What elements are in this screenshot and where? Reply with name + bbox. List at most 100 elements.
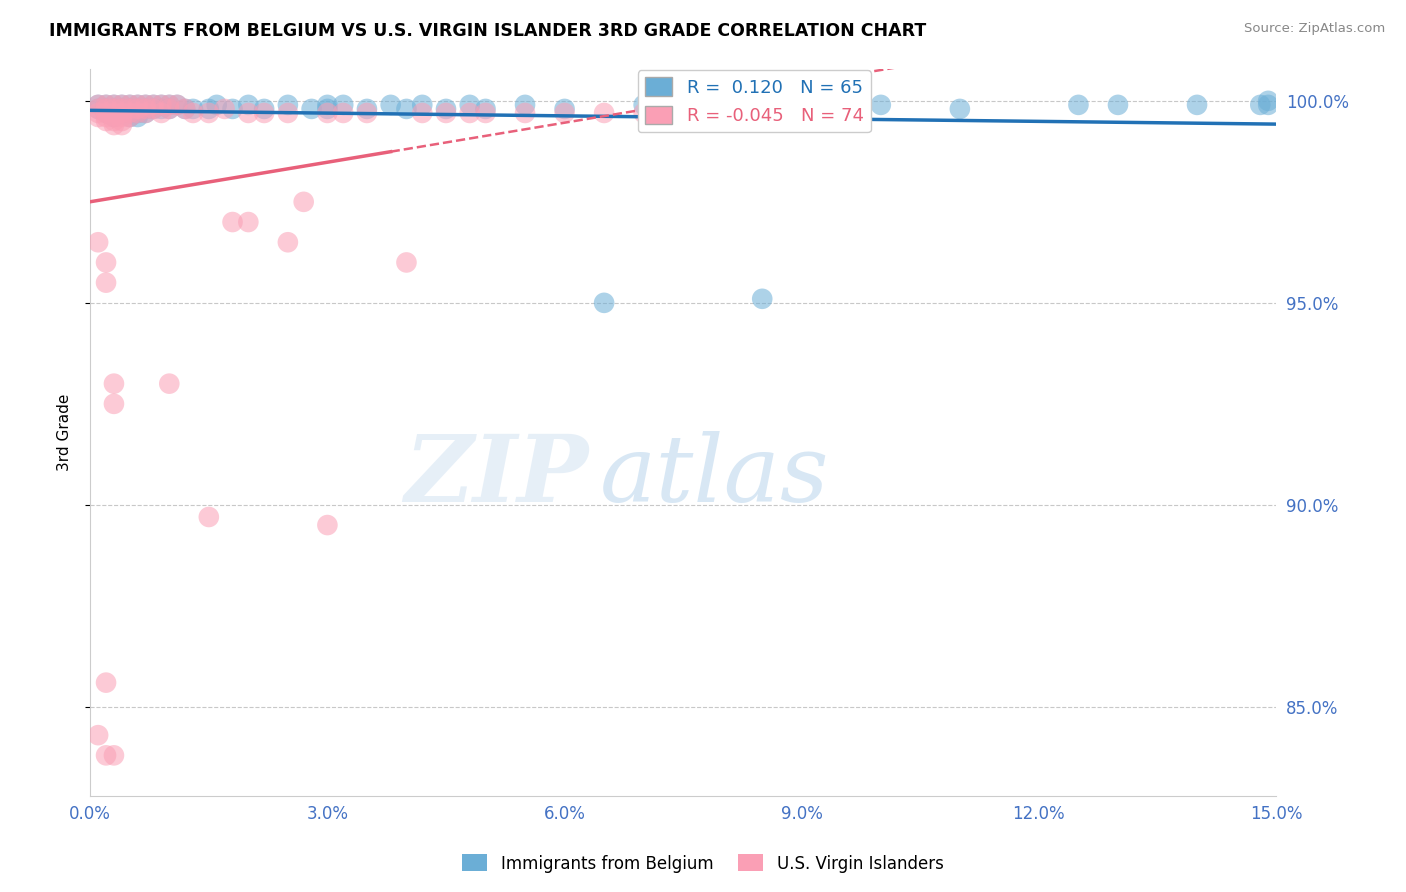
Point bbox=[395, 102, 418, 116]
Point bbox=[513, 98, 536, 112]
Point bbox=[198, 106, 221, 120]
Point bbox=[111, 110, 134, 124]
Text: atlas: atlas bbox=[600, 431, 830, 521]
Point bbox=[142, 102, 165, 116]
Point bbox=[181, 102, 204, 116]
Point bbox=[238, 106, 260, 120]
Point bbox=[87, 235, 110, 250]
Text: Source: ZipAtlas.com: Source: ZipAtlas.com bbox=[1244, 22, 1385, 36]
Point bbox=[94, 675, 117, 690]
Point bbox=[166, 98, 188, 112]
Point bbox=[292, 194, 315, 209]
Point bbox=[301, 102, 323, 116]
Point bbox=[94, 276, 117, 290]
Y-axis label: 3rd Grade: 3rd Grade bbox=[58, 393, 72, 471]
Point bbox=[127, 110, 149, 124]
Point bbox=[751, 292, 773, 306]
Point bbox=[157, 102, 180, 116]
Point bbox=[94, 255, 117, 269]
Point bbox=[332, 98, 354, 112]
Point bbox=[1185, 98, 1208, 112]
Point bbox=[174, 102, 197, 116]
Point bbox=[111, 98, 134, 112]
Point bbox=[434, 102, 457, 116]
Point bbox=[395, 255, 418, 269]
Point bbox=[135, 102, 157, 116]
Point bbox=[221, 215, 243, 229]
Point bbox=[111, 118, 134, 132]
Point bbox=[1107, 98, 1129, 112]
Point bbox=[118, 110, 141, 124]
Point bbox=[253, 106, 276, 120]
Point bbox=[711, 106, 734, 120]
Point bbox=[103, 114, 125, 128]
Point bbox=[87, 102, 110, 116]
Point bbox=[103, 397, 125, 411]
Point bbox=[1257, 98, 1279, 112]
Point bbox=[118, 110, 141, 124]
Point bbox=[316, 106, 339, 120]
Point bbox=[593, 106, 616, 120]
Point bbox=[111, 106, 134, 120]
Point bbox=[94, 106, 117, 120]
Point bbox=[150, 106, 173, 120]
Point bbox=[111, 98, 134, 112]
Point bbox=[87, 98, 110, 112]
Point bbox=[87, 110, 110, 124]
Point bbox=[94, 102, 117, 116]
Point bbox=[87, 98, 110, 112]
Point bbox=[316, 518, 339, 533]
Point bbox=[198, 510, 221, 524]
Point bbox=[127, 98, 149, 112]
Point bbox=[118, 106, 141, 120]
Point bbox=[127, 102, 149, 116]
Point bbox=[135, 106, 157, 120]
Point bbox=[94, 110, 117, 124]
Point bbox=[198, 102, 221, 116]
Point bbox=[94, 102, 117, 116]
Point bbox=[111, 102, 134, 116]
Point bbox=[157, 102, 180, 116]
Point bbox=[118, 102, 141, 116]
Point bbox=[135, 98, 157, 112]
Point bbox=[316, 102, 339, 116]
Point bbox=[103, 98, 125, 112]
Point bbox=[150, 102, 173, 116]
Point bbox=[157, 376, 180, 391]
Point bbox=[869, 98, 891, 112]
Point bbox=[332, 106, 354, 120]
Point bbox=[221, 102, 243, 116]
Point bbox=[380, 98, 402, 112]
Point bbox=[103, 118, 125, 132]
Point bbox=[118, 102, 141, 116]
Point bbox=[238, 215, 260, 229]
Point bbox=[1249, 98, 1271, 112]
Point bbox=[214, 102, 236, 116]
Point bbox=[554, 106, 576, 120]
Point bbox=[94, 98, 117, 112]
Point bbox=[103, 102, 125, 116]
Point bbox=[711, 102, 734, 116]
Point bbox=[411, 106, 433, 120]
Point bbox=[949, 102, 972, 116]
Point bbox=[830, 102, 852, 116]
Point bbox=[458, 98, 481, 112]
Point bbox=[1067, 98, 1090, 112]
Point bbox=[150, 98, 173, 112]
Point bbox=[103, 102, 125, 116]
Point bbox=[157, 98, 180, 112]
Point bbox=[316, 98, 339, 112]
Point bbox=[94, 106, 117, 120]
Legend: R =  0.120   N = 65, R = -0.045   N = 74: R = 0.120 N = 65, R = -0.045 N = 74 bbox=[638, 70, 870, 132]
Legend: Immigrants from Belgium, U.S. Virgin Islanders: Immigrants from Belgium, U.S. Virgin Isl… bbox=[456, 847, 950, 880]
Point bbox=[127, 98, 149, 112]
Point bbox=[633, 106, 655, 120]
Point bbox=[127, 106, 149, 120]
Point bbox=[135, 102, 157, 116]
Point bbox=[103, 98, 125, 112]
Point bbox=[411, 98, 433, 112]
Point bbox=[513, 106, 536, 120]
Point bbox=[434, 106, 457, 120]
Point bbox=[356, 106, 378, 120]
Point bbox=[356, 102, 378, 116]
